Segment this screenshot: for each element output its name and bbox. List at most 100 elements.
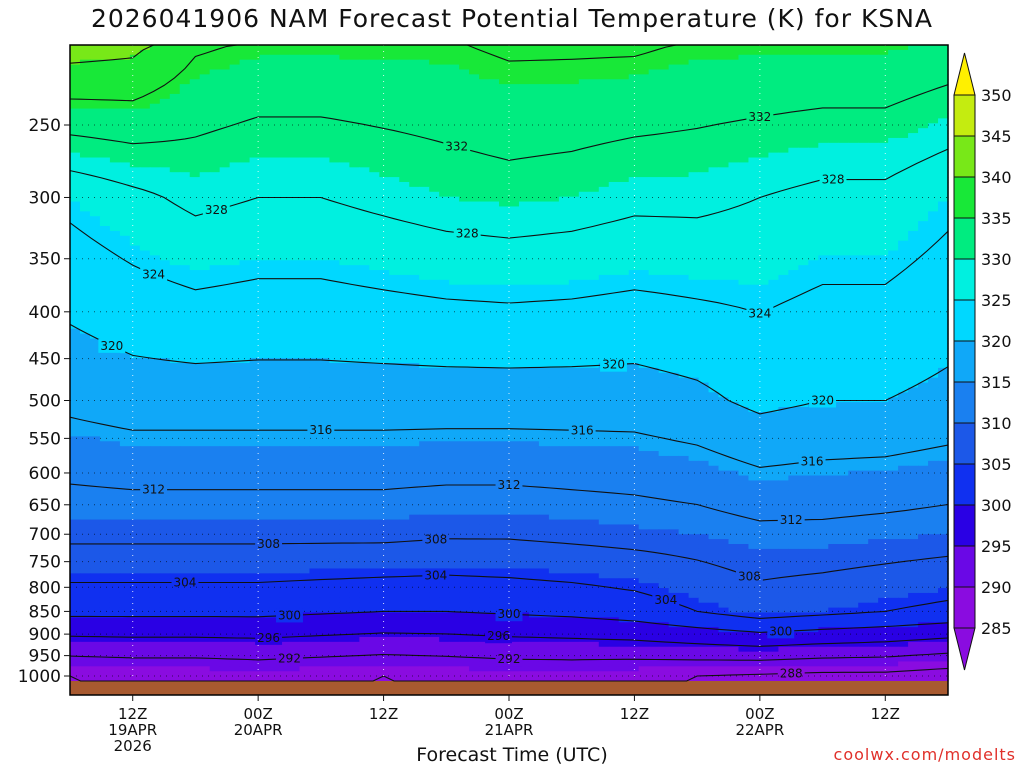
field-cell: [928, 250, 939, 256]
field-cell: [289, 279, 301, 286]
field-cell: [269, 172, 281, 178]
field-cell: [778, 133, 789, 139]
field-cell: [908, 152, 919, 159]
field-cell: [798, 64, 809, 71]
field-cell: [888, 64, 899, 71]
field-cell: [918, 74, 929, 80]
field-cell: [289, 226, 301, 232]
field-cell: [728, 74, 740, 80]
field-cell: [469, 113, 480, 119]
field-cell: [768, 211, 779, 217]
field-cell: [299, 201, 311, 208]
field-cell: [129, 59, 141, 66]
field-cell: [728, 79, 740, 85]
field-cell: [688, 108, 700, 115]
field-cell: [618, 240, 630, 247]
field-cell: [918, 103, 929, 110]
field-cell: [159, 113, 171, 119]
field-cell: [159, 45, 171, 51]
field-cell: [309, 289, 321, 296]
field-cell: [708, 284, 720, 291]
field-cell: [548, 84, 560, 90]
field-cell: [858, 108, 869, 115]
field-cell: [439, 128, 450, 134]
field-cell: [628, 250, 640, 256]
field-cell: [369, 69, 380, 75]
field-cell: [499, 309, 510, 315]
field-cell: [588, 274, 600, 281]
field-cell: [229, 162, 241, 168]
field-cell: [329, 59, 340, 66]
field-cell: [588, 98, 600, 105]
field-cell: [449, 133, 460, 139]
field-cell: [499, 250, 510, 256]
field-cell: [768, 250, 779, 256]
field-cell: [129, 54, 141, 61]
field-cell: [708, 255, 720, 261]
field-cell: [818, 279, 829, 286]
field-cell: [70, 177, 81, 183]
field-cell: [788, 226, 799, 232]
field-cell: [748, 260, 760, 266]
field-cell: [938, 118, 949, 124]
field-cell: [70, 69, 81, 75]
field-cell: [339, 255, 350, 261]
field-cell: [708, 318, 720, 325]
field-cell: [638, 162, 650, 168]
field-cell: [329, 142, 340, 149]
field-cell: [848, 230, 859, 237]
field-cell: [568, 294, 580, 300]
field-cell: [588, 49, 600, 56]
field-cell: [568, 172, 580, 178]
field-cell: [509, 128, 520, 134]
field-cell: [439, 211, 450, 217]
field-cell: [349, 84, 360, 90]
field-cell: [898, 186, 909, 193]
field-cell: [528, 294, 540, 300]
field-cell: [119, 157, 131, 164]
field-cell: [469, 181, 480, 188]
field-cell: [79, 172, 91, 178]
field-cell: [718, 260, 730, 266]
field-cell: [658, 270, 670, 276]
field-cell: [858, 250, 869, 256]
field-cell: [518, 289, 530, 296]
field-cell: [169, 314, 181, 320]
field-cell: [429, 89, 440, 95]
field-cell: [109, 260, 121, 266]
field-cell: [359, 304, 370, 310]
field-cell: [618, 79, 630, 85]
field-cell: [219, 289, 231, 296]
field-cell: [748, 211, 760, 217]
field-cell: [309, 147, 321, 154]
field-cell: [728, 289, 740, 296]
field-cell: [239, 133, 251, 139]
field-cell: [658, 250, 670, 256]
field-cell: [419, 284, 430, 291]
field-cell: [698, 54, 710, 61]
field-cell: [439, 294, 450, 300]
field-cell: [379, 69, 390, 75]
field-cell: [219, 152, 231, 159]
field-cell: [818, 274, 829, 281]
field-cell: [528, 216, 540, 222]
field-cell: [858, 289, 869, 296]
field-cell: [399, 216, 410, 222]
field-cell: [788, 211, 799, 217]
field-cell: [778, 89, 789, 95]
field-cell: [838, 113, 849, 119]
field-cell: [548, 294, 560, 300]
field-cell: [359, 181, 370, 188]
field-cell: [538, 245, 550, 252]
field-cell: [339, 304, 350, 310]
field-cell: [149, 133, 161, 139]
field-cell: [528, 250, 540, 256]
field-cell: [389, 133, 400, 139]
field-cell: [598, 196, 610, 203]
field-cell: [808, 235, 819, 242]
field-cell: [858, 221, 869, 227]
field-cell: [708, 157, 720, 164]
field-cell: [658, 142, 670, 149]
field-cell: [648, 211, 660, 217]
field-cell: [598, 191, 610, 198]
